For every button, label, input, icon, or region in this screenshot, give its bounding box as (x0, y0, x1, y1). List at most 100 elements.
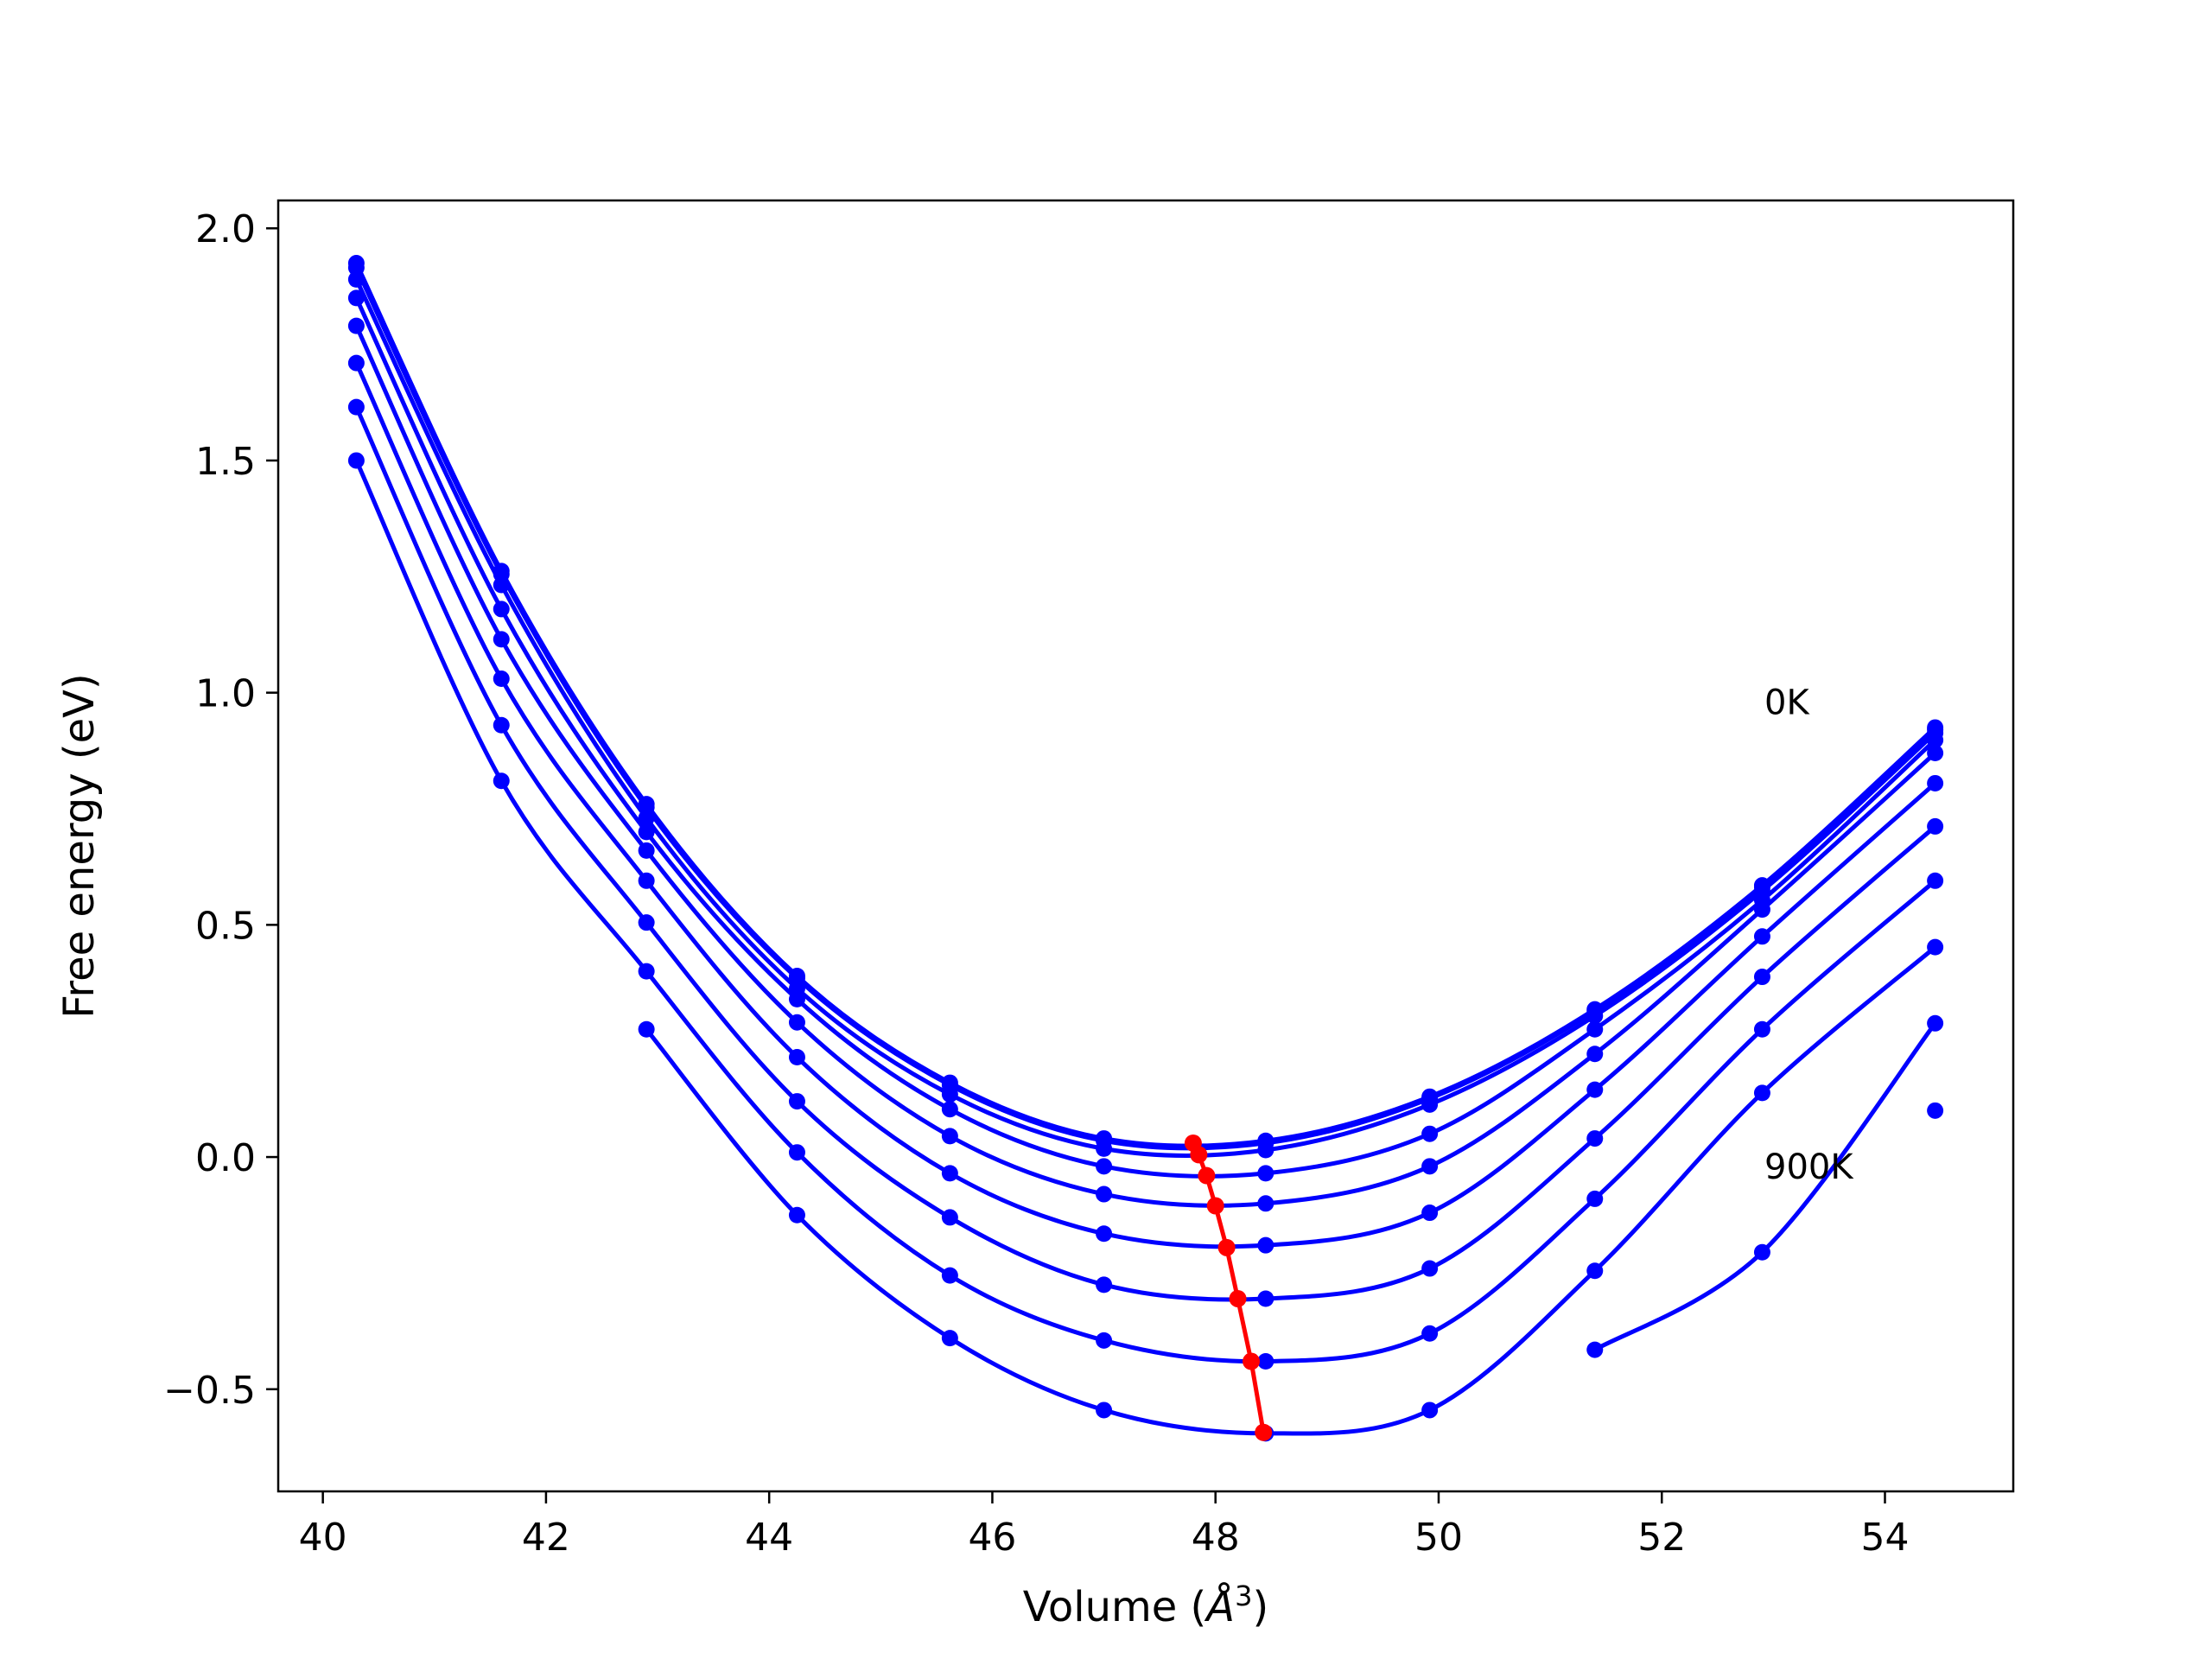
data-point (1927, 774, 1944, 791)
data-point (941, 1330, 958, 1347)
data-point (1096, 1185, 1113, 1203)
y-axis-ticks: −0.5 0.0 0.5 1.0 1.5 2.0 (163, 207, 278, 1413)
data-point (638, 872, 655, 889)
x-tick-label: 42 (522, 1516, 570, 1560)
data-point (1586, 1341, 1604, 1358)
plot-frame (276, 199, 2015, 1493)
y-tick-label: 0.5 (195, 904, 256, 948)
series-line-5 (354, 325, 1937, 1208)
data-point (1257, 1141, 1274, 1159)
data-point (788, 1206, 805, 1224)
data-point (788, 990, 805, 1007)
x-tick-label: 44 (745, 1516, 793, 1560)
data-point (1927, 1014, 1944, 1032)
series-line-4 (354, 296, 1937, 1179)
minimum-point (1255, 1423, 1273, 1441)
data-point (788, 1144, 805, 1161)
x-tick-label: 46 (968, 1516, 1016, 1560)
data-point (1096, 1332, 1113, 1349)
data-point (1257, 1236, 1274, 1254)
y-tick-label: 1.5 (195, 440, 256, 484)
data-point (638, 914, 655, 931)
minimum-point (1217, 1238, 1236, 1256)
data-point (493, 576, 510, 594)
data-point (638, 823, 655, 841)
minimum-point (1206, 1197, 1224, 1215)
series-line-3 (354, 278, 1937, 1158)
data-point (493, 671, 510, 688)
minima-line (1191, 1141, 1266, 1433)
data-point (347, 398, 365, 416)
x-axis-ticks: 40 42 44 46 48 50 52 54 (299, 1491, 1909, 1560)
data-point (1753, 969, 1770, 986)
data-point (788, 1049, 805, 1066)
data-point (1927, 872, 1944, 889)
series-line-2 (354, 266, 1937, 1151)
data-point (1927, 817, 1944, 835)
data-point (493, 716, 510, 734)
data-point (1586, 1046, 1604, 1063)
x-tick-label: 40 (299, 1516, 347, 1560)
data-point (1753, 1020, 1770, 1038)
x-tick-label: 50 (1414, 1516, 1463, 1560)
data-point (1257, 1165, 1274, 1182)
data-point (1586, 1130, 1604, 1147)
y-tick-label: 0.0 (195, 1136, 256, 1180)
data-point (1927, 731, 1944, 748)
minimum-point (1229, 1289, 1247, 1307)
data-point (1421, 1260, 1439, 1277)
data-point (347, 259, 365, 276)
data-point (1257, 1195, 1274, 1212)
data-point (1753, 928, 1770, 945)
data-point (1096, 1276, 1113, 1294)
y-tick-label: −0.5 (163, 1369, 256, 1413)
data-point (1421, 1205, 1439, 1222)
x-tick-label: 54 (1860, 1516, 1909, 1560)
data-point (638, 1020, 655, 1038)
data-point (1257, 1290, 1274, 1307)
y-tick-label: 1.0 (195, 672, 256, 716)
data-point (1421, 1158, 1439, 1175)
data-point (941, 1209, 958, 1226)
data-point (1586, 1020, 1604, 1038)
data-point (1421, 1125, 1439, 1142)
data-point (493, 601, 510, 618)
data-point (638, 963, 655, 980)
data-point (493, 772, 510, 790)
data-point (1753, 1084, 1770, 1102)
series-line-8 (354, 459, 1937, 1364)
data-point (788, 1093, 805, 1110)
data-point (493, 631, 510, 648)
series-line-7 (354, 406, 1937, 1302)
temperature-annotation: 900K (1764, 1147, 1854, 1187)
data-point (347, 270, 365, 288)
x-tick-label: 48 (1192, 1516, 1240, 1560)
data-point (1096, 1402, 1113, 1419)
data-point (1586, 1007, 1604, 1025)
minimum-point (1190, 1146, 1208, 1164)
data-point (941, 1165, 958, 1182)
data-point (1096, 1225, 1113, 1243)
data-point (1586, 1081, 1604, 1098)
minimum-point (1198, 1166, 1216, 1185)
data-point (638, 810, 655, 827)
y-axis-title: Free energy (eV) (55, 673, 104, 1018)
series-line-1 (354, 262, 1937, 1148)
series-line-6 (354, 362, 1937, 1249)
data-point (1421, 1325, 1439, 1342)
data-point (1927, 1102, 1944, 1119)
data-point (1257, 1353, 1274, 1370)
data-point (638, 842, 655, 859)
plot-content (347, 255, 1944, 1442)
y-tick-label: 2.0 (195, 207, 256, 251)
data-point (941, 1086, 958, 1103)
x-tick-label: 52 (1637, 1516, 1686, 1560)
data-point (1753, 901, 1770, 918)
data-point (347, 452, 365, 469)
data-point (1753, 1243, 1770, 1261)
temperature-annotation: 0K (1764, 683, 1810, 722)
data-point (1927, 745, 1944, 762)
data-point (347, 354, 365, 372)
data-point (941, 1101, 958, 1118)
